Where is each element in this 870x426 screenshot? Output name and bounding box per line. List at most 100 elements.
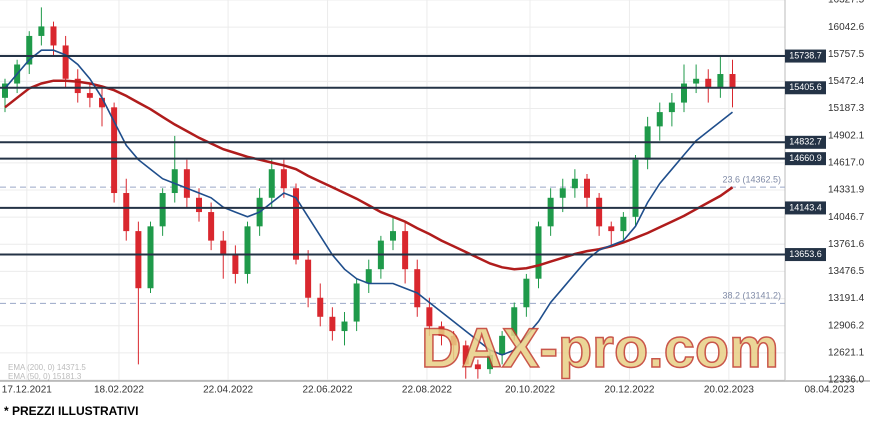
- candle-body: [232, 254, 239, 274]
- candle-body: [268, 169, 275, 198]
- candle-body: [632, 159, 639, 217]
- candle-body: [111, 107, 118, 194]
- y-tick-label: 12336.0: [828, 375, 865, 386]
- candle-body: [705, 78, 712, 89]
- candle-body: [620, 216, 627, 232]
- level-label: 14832.7: [789, 137, 822, 147]
- level-label: 13653.6: [789, 249, 822, 259]
- y-tick-label: 14902.1: [828, 130, 865, 141]
- x-tick-label: 22.08.2022: [402, 385, 452, 396]
- candle-body: [668, 102, 675, 113]
- candle-body: [511, 307, 518, 336]
- candle-body: [487, 354, 493, 370]
- x-tick-label: 18.02.2022: [94, 385, 144, 396]
- candle-body: [220, 240, 227, 255]
- candle-body: [147, 226, 154, 289]
- candle-body: [681, 83, 687, 103]
- candle-body: [523, 278, 530, 308]
- candle-body: [123, 193, 130, 232]
- candle-body: [208, 212, 215, 241]
- level-label: 14660.9: [789, 153, 822, 163]
- candle-body: [62, 45, 69, 79]
- candle-body: [402, 231, 409, 270]
- candle-body: [729, 74, 736, 89]
- ema-line: [4, 79, 734, 271]
- legend-entry: EMA (50, 0) 15181.3: [8, 372, 82, 381]
- candle-body: [99, 97, 105, 108]
- candle-body: [135, 231, 142, 289]
- candle-body: [717, 74, 724, 89]
- candle-body: [547, 197, 554, 227]
- candle-body: [499, 335, 506, 355]
- candle-body: [196, 197, 202, 213]
- candle-body: [293, 188, 299, 260]
- level-box: [785, 248, 826, 262]
- y-tick-label: 14046.7: [828, 212, 865, 223]
- y-tick-label: 12906.2: [828, 320, 865, 331]
- candle-body: [390, 231, 396, 241]
- fib-label: 38.2 (13141.2): [722, 291, 781, 301]
- candle-body: [608, 226, 615, 232]
- candle-body: [559, 188, 566, 198]
- level-label: 14143.4: [789, 202, 822, 212]
- candle-body: [656, 112, 663, 127]
- candle-body: [596, 197, 603, 227]
- level-box: [785, 81, 826, 95]
- level-box: [785, 152, 826, 166]
- footnote: * PREZZI ILLUSTRATIVI: [4, 404, 138, 418]
- candle-body: [438, 326, 445, 336]
- candle-body: [171, 169, 178, 194]
- y-tick-label: 14331.9: [828, 185, 865, 196]
- candle-body: [535, 226, 542, 279]
- y-tick-label: 16042.6: [828, 22, 865, 33]
- y-tick-label: 16327.5: [828, 0, 865, 6]
- candle-body: [244, 226, 251, 274]
- candle-body: [462, 345, 469, 365]
- x-tick-label: 20.10.2022: [505, 385, 555, 396]
- candle-body: [317, 297, 324, 317]
- x-tick-label: 22.06.2022: [302, 385, 352, 396]
- candle-body: [159, 193, 166, 227]
- candle-body: [86, 93, 93, 98]
- candle-body: [183, 169, 190, 198]
- x-tick-label: 08.04.2023: [804, 385, 854, 396]
- candle-body: [2, 83, 8, 98]
- level-box: [785, 49, 826, 63]
- level-box: [785, 201, 826, 215]
- candle-body: [329, 316, 336, 332]
- ema-line: [4, 49, 733, 356]
- y-tick-label: 15187.3: [828, 103, 865, 114]
- candle-body: [584, 178, 590, 198]
- y-tick-label: 13761.6: [828, 239, 865, 250]
- fib-label: 23.6 (14362.5): [722, 174, 781, 184]
- candle-body: [280, 169, 287, 189]
- candle-body: [414, 269, 421, 308]
- y-tick-label: 13191.4: [828, 293, 865, 304]
- y-tick-label: 15757.5: [828, 49, 865, 60]
- candle-body: [571, 178, 578, 189]
- y-tick-label: 14617.0: [828, 157, 865, 168]
- watermark: DAX-pro.com: [421, 316, 779, 379]
- candle-body: [341, 321, 348, 332]
- x-tick-label: 22.04.2022: [203, 385, 253, 396]
- candle-body: [26, 35, 33, 65]
- candle-body: [305, 259, 312, 298]
- candle-body: [426, 307, 433, 327]
- legend-entry: EMA (200, 0) 14371.5: [8, 363, 86, 372]
- x-tick-label: 17.12.2021: [2, 385, 52, 396]
- level-label: 15738.7: [789, 50, 822, 60]
- candle-body: [74, 78, 81, 94]
- y-tick-label: 12621.1: [828, 347, 865, 358]
- candle-body: [38, 26, 45, 36]
- candle-body: [474, 364, 481, 370]
- candle-body: [693, 78, 700, 84]
- x-tick-label: 20.02.2023: [704, 385, 754, 396]
- candle-body: [50, 26, 57, 46]
- y-tick-label: 13476.5: [828, 266, 865, 277]
- candle-body: [450, 335, 457, 346]
- candle-body: [353, 283, 360, 322]
- candle-body: [365, 269, 372, 284]
- level-label: 15405.6: [789, 82, 822, 92]
